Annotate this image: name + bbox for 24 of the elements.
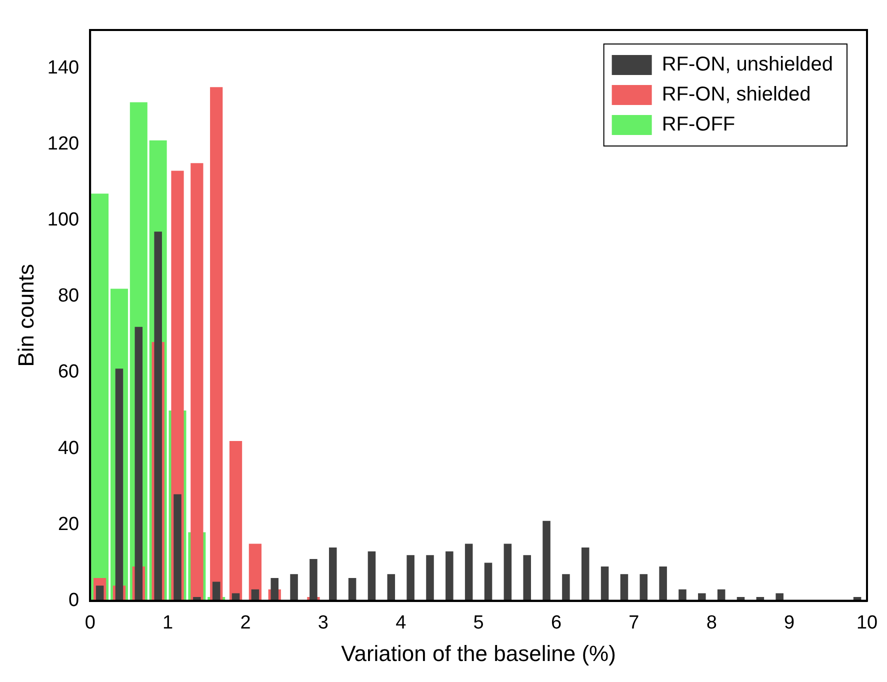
- x-tick-label: 2: [240, 612, 251, 634]
- y-tick-label: 100: [47, 210, 80, 230]
- legend-label: RF-ON, unshielded: [662, 54, 834, 76]
- y-tick-label: 120: [47, 133, 80, 154]
- x-tick-label: 6: [550, 612, 562, 634]
- x-tick-label: 10: [856, 612, 878, 634]
- legend-label: RF-ON, shielded: [662, 84, 811, 106]
- x-axis-title: Variation of the baseline (%): [341, 640, 616, 666]
- x-tick-label: 8: [706, 612, 717, 634]
- x-tick-label: 5: [473, 612, 484, 634]
- y-axis-title: Bin counts: [13, 264, 38, 367]
- y-tick-label: 60: [58, 362, 80, 383]
- x-tick-label: 7: [628, 612, 640, 634]
- x-tick-label: 3: [318, 612, 328, 634]
- y-tick-label: 80: [58, 286, 80, 307]
- x-tick-label: 9: [784, 612, 795, 634]
- y-tick-label: 20: [58, 514, 80, 535]
- x-tick-label: 1: [162, 612, 174, 634]
- x-tick-label: 0: [84, 612, 96, 634]
- y-tick-label: 0: [68, 590, 80, 612]
- y-tick-label: 140: [47, 57, 80, 78]
- x-tick-label: 4: [396, 612, 407, 634]
- legend-label: RF-OFF: [662, 114, 736, 136]
- y-tick-label: 40: [58, 438, 80, 459]
